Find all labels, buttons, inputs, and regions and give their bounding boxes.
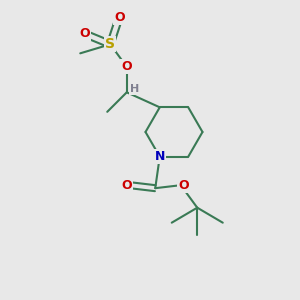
- Text: S: S: [105, 37, 115, 51]
- Text: O: O: [178, 179, 189, 192]
- Text: O: O: [80, 27, 90, 40]
- Text: O: O: [122, 179, 132, 192]
- Text: H: H: [130, 84, 139, 94]
- Text: O: O: [122, 60, 132, 73]
- Text: O: O: [114, 11, 124, 24]
- Text: N: N: [154, 150, 165, 163]
